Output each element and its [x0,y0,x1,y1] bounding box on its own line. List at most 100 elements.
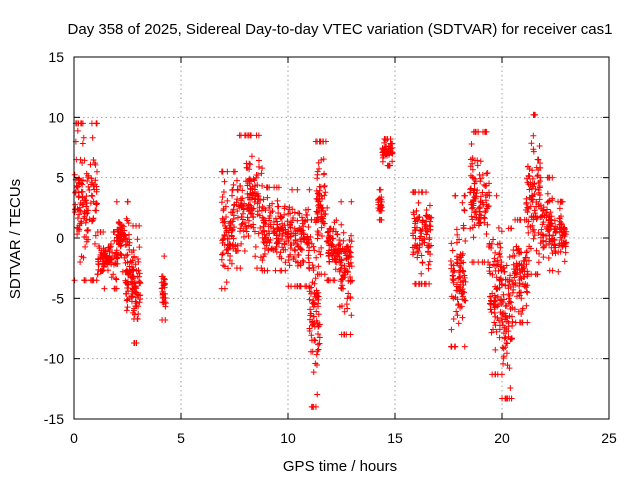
data-point [524,223,531,230]
data-point [320,156,327,163]
data-point [471,186,478,193]
data-point [219,215,226,222]
data-point [97,268,104,275]
data-point [259,214,266,221]
data-point [308,284,315,291]
data-point [482,208,489,215]
data-point [544,206,551,213]
data-point [533,216,540,223]
data-point [468,205,475,212]
data-point [534,173,541,180]
data-point [257,225,264,232]
data-point [280,246,287,253]
data-point [279,220,286,227]
data-point [528,213,535,220]
data-point [237,195,244,202]
data-point [547,221,554,228]
data-point [230,181,237,188]
data-point [286,221,293,228]
data-point [468,213,475,220]
data-point [295,210,302,217]
data-point [518,310,525,317]
data-point [314,235,321,242]
data-point [248,223,255,230]
data-point [251,228,258,235]
data-point [82,219,89,226]
data-point [484,170,491,177]
data-point [93,188,100,195]
data-point [338,221,345,228]
data-point [389,144,396,151]
data-point [300,223,307,230]
data-point [514,216,521,223]
data-point [500,265,507,272]
data-point [504,340,511,347]
data-point [223,247,230,254]
data-point [131,305,138,312]
data-point [124,251,131,258]
data-point [344,305,351,312]
data-point [525,229,532,236]
data-point [262,235,269,242]
data-point [488,298,495,305]
data-point [530,235,537,242]
data-point [290,256,297,263]
data-point [500,355,507,361]
data-point [237,183,244,190]
data-point [502,344,509,351]
data-point [123,307,130,314]
data-point [77,259,84,266]
data-point [525,257,532,264]
data-point [339,273,346,280]
data-point [129,274,136,281]
data-point [470,197,477,204]
data-point [499,281,506,288]
data-point [259,165,266,172]
data-point [314,391,321,398]
data-point [287,224,294,231]
data-point [516,292,523,299]
data-point [126,263,133,270]
data-point [94,200,101,207]
data-point [416,235,423,242]
data-point [116,240,123,247]
data-point [468,201,475,208]
data-point [285,237,292,244]
data-point [539,213,546,220]
data-point [240,233,247,240]
data-point [423,225,430,232]
data-point [456,287,463,294]
data-point [245,233,252,239]
data-point [340,229,347,236]
data-point [229,209,236,216]
data-point [228,260,235,267]
data-point [285,283,292,290]
data-point [552,242,559,249]
data-point [479,172,486,179]
data-point [88,218,95,225]
data-point [115,220,122,227]
data-point [482,209,489,216]
data-point [460,259,467,266]
data-point [536,142,543,149]
data-point [331,219,338,226]
data-point [511,306,518,313]
data-point [487,293,494,300]
data-point [107,244,114,251]
data-point [306,244,313,251]
data-point [563,228,570,235]
data-point [459,267,466,274]
data-point [545,198,552,205]
data-point [426,243,433,250]
data-point [561,258,568,265]
data-point [316,193,323,200]
data-point [478,212,485,219]
data-point [325,233,332,240]
data-point [267,209,274,216]
data-point [291,225,298,232]
data-point [467,163,474,170]
data-point [244,205,251,212]
data-point [345,260,352,267]
data-point [117,250,124,257]
data-point [221,231,228,238]
